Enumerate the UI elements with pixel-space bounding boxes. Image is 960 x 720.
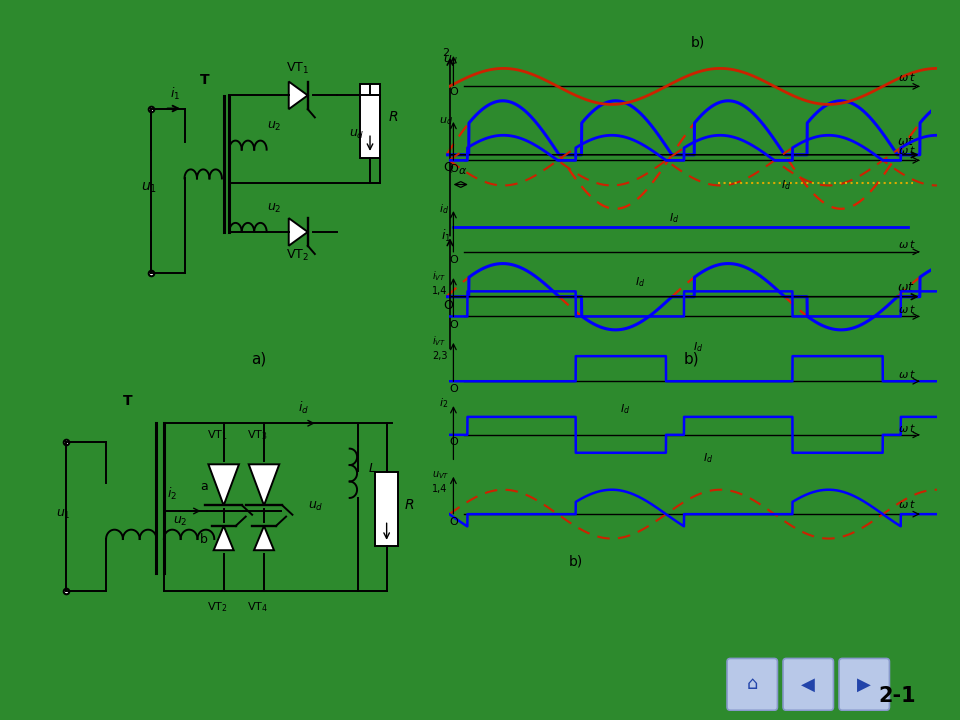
Polygon shape	[289, 81, 308, 109]
Text: VT$_1$: VT$_1$	[207, 428, 228, 442]
Text: R: R	[405, 498, 415, 512]
Text: 2: 2	[443, 48, 449, 58]
Text: $\omega t$: $\omega t$	[898, 135, 915, 148]
Text: $u_1$: $u_1$	[56, 508, 70, 521]
Text: $u_2$: $u_2$	[267, 120, 281, 133]
Text: $I_d$: $I_d$	[780, 178, 791, 192]
Text: b: b	[200, 533, 208, 546]
Text: O: O	[449, 87, 458, 97]
Text: O: O	[449, 163, 458, 174]
Text: VT$_2$: VT$_2$	[286, 248, 309, 263]
Text: $u_2$: $u_2$	[267, 202, 281, 215]
Text: $\omega\, t$: $\omega\, t$	[898, 368, 916, 379]
Text: $\omega\, t$: $\omega\, t$	[898, 71, 916, 83]
Text: O: O	[449, 255, 458, 265]
Text: $I_d$: $I_d$	[620, 402, 630, 416]
Text: $i_2$: $i_2$	[167, 486, 177, 502]
Text: $i_2$: $i_2$	[439, 396, 448, 410]
Text: O: O	[449, 437, 458, 447]
Text: T: T	[123, 394, 132, 408]
Text: $u_d$: $u_d$	[348, 128, 364, 141]
Text: $i_1$: $i_1$	[441, 228, 451, 245]
Text: 2-1: 2-1	[878, 686, 917, 706]
Bar	[374, 472, 398, 546]
Text: $i_{VT}$: $i_{VT}$	[432, 334, 446, 348]
Text: 2,3: 2,3	[432, 351, 447, 361]
Text: ◀: ◀	[802, 675, 815, 693]
Text: $\omega\, t$: $\omega\, t$	[898, 498, 916, 510]
Polygon shape	[289, 218, 308, 246]
Text: $i_{VT}$: $i_{VT}$	[432, 269, 446, 284]
Text: $\alpha$: $\alpha$	[458, 166, 467, 176]
Text: O: O	[443, 300, 453, 312]
Text: b): b)	[684, 351, 699, 366]
Text: $I_d$: $I_d$	[669, 211, 679, 225]
Text: b): b)	[691, 36, 706, 50]
Text: 1,4: 1,4	[432, 484, 447, 494]
Text: $I_d$: $I_d$	[703, 451, 713, 465]
Text: b): b)	[569, 554, 583, 568]
Text: $i_d$: $i_d$	[439, 202, 449, 216]
Text: $\omega\, t$: $\omega\, t$	[898, 238, 916, 251]
Text: R: R	[389, 110, 398, 124]
FancyBboxPatch shape	[727, 658, 778, 710]
Text: O: O	[449, 517, 458, 527]
Text: $\omega\, t$: $\omega\, t$	[898, 303, 916, 315]
Text: $\omega\, t$: $\omega\, t$	[898, 422, 916, 433]
Text: VT$_1$: VT$_1$	[286, 60, 309, 76]
Polygon shape	[208, 464, 239, 505]
Text: 1,4: 1,4	[432, 287, 447, 297]
Polygon shape	[254, 526, 274, 550]
Polygon shape	[214, 526, 233, 550]
Text: T: T	[200, 73, 209, 87]
Text: $u_d$: $u_d$	[307, 500, 324, 513]
Text: $I_d$: $I_d$	[693, 341, 704, 354]
Text: $u_1$: $u_1$	[140, 181, 156, 195]
Text: $I_d$: $I_d$	[635, 276, 645, 289]
FancyBboxPatch shape	[839, 658, 889, 710]
Text: ▶: ▶	[857, 675, 871, 693]
Text: L: L	[369, 462, 375, 474]
FancyBboxPatch shape	[783, 658, 833, 710]
Polygon shape	[249, 464, 279, 505]
Text: VT$_3$: VT$_3$	[248, 428, 268, 442]
Text: ⌂: ⌂	[747, 675, 758, 693]
Text: $\omega t$: $\omega t$	[898, 281, 915, 294]
Bar	[360, 84, 380, 158]
Text: $i_d$: $i_d$	[298, 400, 309, 416]
Text: O: O	[449, 384, 458, 395]
Text: Q: Q	[443, 161, 453, 174]
Text: VT$_2$: VT$_2$	[207, 600, 228, 613]
Text: a): a)	[252, 351, 267, 366]
Text: $u_d$: $u_d$	[443, 54, 458, 67]
Text: $u_d$: $u_d$	[439, 114, 453, 127]
Text: $u_2$: $u_2$	[173, 515, 188, 528]
Text: O: O	[449, 320, 458, 330]
Text: $u_{VT}$: $u_{VT}$	[432, 469, 449, 481]
Text: $\omega\, t$: $\omega\, t$	[898, 144, 916, 156]
Text: $i_1$: $i_1$	[170, 86, 180, 102]
Text: a: a	[200, 480, 208, 493]
Text: VT$_4$: VT$_4$	[248, 600, 268, 613]
